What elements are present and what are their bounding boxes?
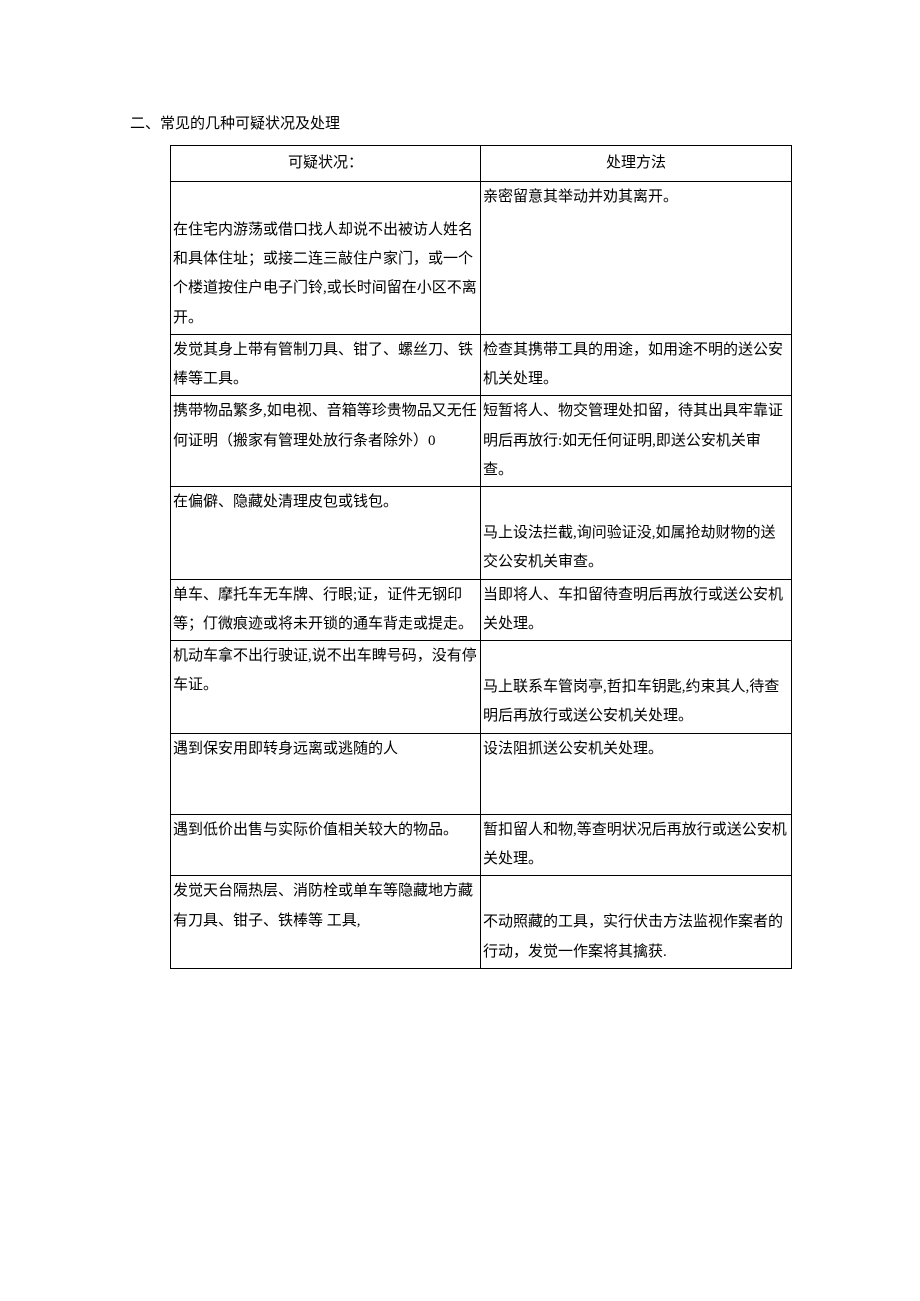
table-row: 发觉其身上带有管制刀具、钳了、螺丝刀、铁棒等工具。 检查其携带工具的用途，如用途… <box>171 334 792 396</box>
table-row: 在偏僻、隐藏处清理皮包或钱包。 马上设法拦截,询问验证没,如属抢劫财物的送交公安… <box>171 487 792 580</box>
cell-situation: 发觉其身上带有管制刀具、钳了、螺丝刀、铁棒等工具。 <box>171 334 481 396</box>
cell-method: 不动照藏的工具，实行伏击方法监视作案者的行动，发觉一作案将其擒获. <box>481 876 792 969</box>
table-row: 携带物品繁多,如电视、音箱等珍贵物品又无任何证明（搬家有管理处放行条者除外）0 … <box>171 396 792 487</box>
situation-table: 可疑状况： 处理方法 在住宅内游荡或借口找人却说不出被访人姓名和具体住址；或接二… <box>170 145 792 969</box>
cell-method: 暂扣留人和物,等查明状况后再放行或送公安机关处理。 <box>481 814 792 876</box>
cell-method: 亲密留意其举动并劝其离开。 <box>481 181 792 334</box>
cell-method: 当即将人、车扣留待查明后再放行或送公安机关处理。 <box>481 579 792 641</box>
header-situation: 可疑状况： <box>171 145 481 181</box>
cell-situation: 在偏僻、隐藏处清理皮包或钱包。 <box>171 487 481 580</box>
table-row: 在住宅内游荡或借口找人却说不出被访人姓名和具体住址；或接二连三敲住户家门，或一个… <box>171 181 792 334</box>
cell-method: 马上设法拦截,询问验证没,如属抢劫财物的送交公安机关审查。 <box>481 487 792 580</box>
table-row: 遇到保安用即转身远离或逃随的人 设法阻抓送公安机关处理。 <box>171 733 792 814</box>
table-row: 发觉天台隔热层、消防栓或单车等隐藏地方藏有刀具、钳子、铁棒等 工具, 不动照藏的… <box>171 876 792 969</box>
section-heading: 二、常见的几种可疑状况及处理 <box>130 110 790 139</box>
cell-situation: 单车、摩托车无车牌、行眼;证，证件无钢印等；仃微痕迹或将未开锁的通车背走或提走。 <box>171 579 481 641</box>
cell-situation: 机动车拿不出行驶证,说不出车睥号码，没有停车证。 <box>171 641 481 734</box>
table-row: 机动车拿不出行驶证,说不出车睥号码，没有停车证。 马上联系车管岗亭,哲扣车钥匙,… <box>171 641 792 734</box>
cell-method: 短暂将人、物交管理处扣留，待其出具牢靠证明后再放行:如无任何证明,即送公安机关审… <box>481 396 792 487</box>
cell-situation: 在住宅内游荡或借口找人却说不出被访人姓名和具体住址；或接二连三敲住户家门，或一个… <box>171 181 481 334</box>
cell-situation: 遇到低价出售与实际价值相关较大的物品。 <box>171 814 481 876</box>
cell-situation: 遇到保安用即转身远离或逃随的人 <box>171 733 481 814</box>
table-row: 单车、摩托车无车牌、行眼;证，证件无钢印等；仃微痕迹或将未开锁的通车背走或提走。… <box>171 579 792 641</box>
cell-method: 检查其携带工具的用途，如用途不明的送公安机关处理。 <box>481 334 792 396</box>
table-row: 遇到低价出售与实际价值相关较大的物品。 暂扣留人和物,等查明状况后再放行或送公安… <box>171 814 792 876</box>
table-header-row: 可疑状况： 处理方法 <box>171 145 792 181</box>
cell-situation: 携带物品繁多,如电视、音箱等珍贵物品又无任何证明（搬家有管理处放行条者除外）0 <box>171 396 481 487</box>
cell-situation: 发觉天台隔热层、消防栓或单车等隐藏地方藏有刀具、钳子、铁棒等 工具, <box>171 876 481 969</box>
cell-method: 马上联系车管岗亭,哲扣车钥匙,约束其人,待查明后再放行或送公安机关处理。 <box>481 641 792 734</box>
header-method: 处理方法 <box>481 145 792 181</box>
cell-method: 设法阻抓送公安机关处理。 <box>481 733 792 814</box>
